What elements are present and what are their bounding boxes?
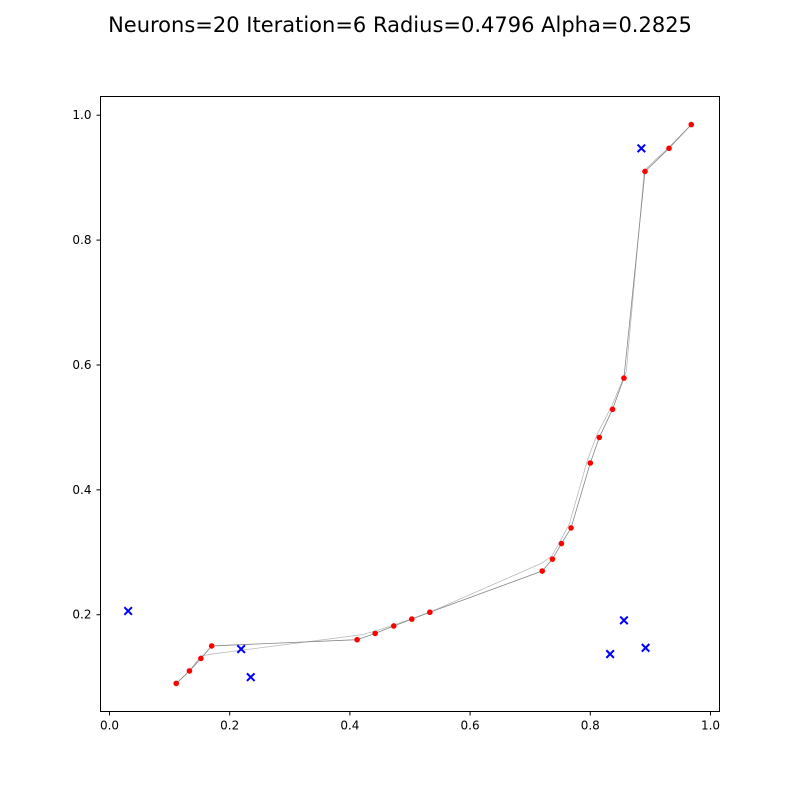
- neuron-point: [549, 556, 556, 562]
- neuron-point: [372, 630, 378, 637]
- y-tick-label: 0.2: [72, 608, 91, 622]
- y-tick-label: 0.6: [72, 358, 91, 372]
- y-tick-label: 0.4: [72, 483, 91, 497]
- neuron-point: [354, 636, 360, 643]
- y-tick-label: 0.8: [72, 233, 91, 247]
- neuron-paths: [175, 124, 692, 684]
- neuron-point: [666, 145, 672, 152]
- x-tick-label: 0.4: [340, 719, 359, 733]
- city-marker: [641, 643, 651, 653]
- neuron-path-line: [175, 124, 692, 684]
- neuron-point: [596, 434, 603, 441]
- x-tick-label: 1.0: [701, 719, 720, 733]
- y-tick-label: 1.0: [72, 108, 91, 122]
- neuron-point: [558, 540, 565, 547]
- city-marker: [605, 649, 615, 659]
- neuron-point: [173, 680, 180, 687]
- y-axis: 0.2 0.4 0.6 0.8 1.0: [72, 108, 101, 622]
- x-tick-label: 0.6: [461, 719, 480, 733]
- x-axis: 0.0 0.2 0.4 0.6 0.8 1.0: [100, 711, 720, 733]
- neuron-point: [427, 609, 433, 616]
- neuron-point: [208, 643, 215, 649]
- plot-area-frame: [100, 96, 720, 712]
- city-marker: [236, 644, 246, 654]
- chart-title: Neurons=20 Iteration=6 Radius=0.4796 Alp…: [108, 13, 692, 37]
- city-marker: [619, 615, 629, 625]
- previous-neuron-path-line: [175, 124, 692, 684]
- neuron-point: [568, 525, 574, 531]
- city-marker: [246, 672, 256, 682]
- neuron-point: [587, 460, 594, 466]
- x-tick-label: 0.2: [220, 719, 239, 733]
- chart-marks: [123, 121, 695, 687]
- x-tick-label: 0.0: [100, 719, 119, 733]
- neuron-point: [688, 121, 695, 128]
- neuron-point: [539, 568, 546, 574]
- city-marker: [636, 143, 646, 153]
- neuron-point: [642, 168, 648, 175]
- neuron-point: [609, 406, 616, 413]
- neuron-point: [198, 655, 204, 662]
- x-tick-label: 0.8: [581, 719, 600, 733]
- neuron-point: [186, 668, 193, 674]
- neuron-point: [409, 616, 415, 622]
- neuron-point: [390, 623, 397, 629]
- city-marker: [123, 606, 133, 616]
- neuron-point: [621, 375, 627, 381]
